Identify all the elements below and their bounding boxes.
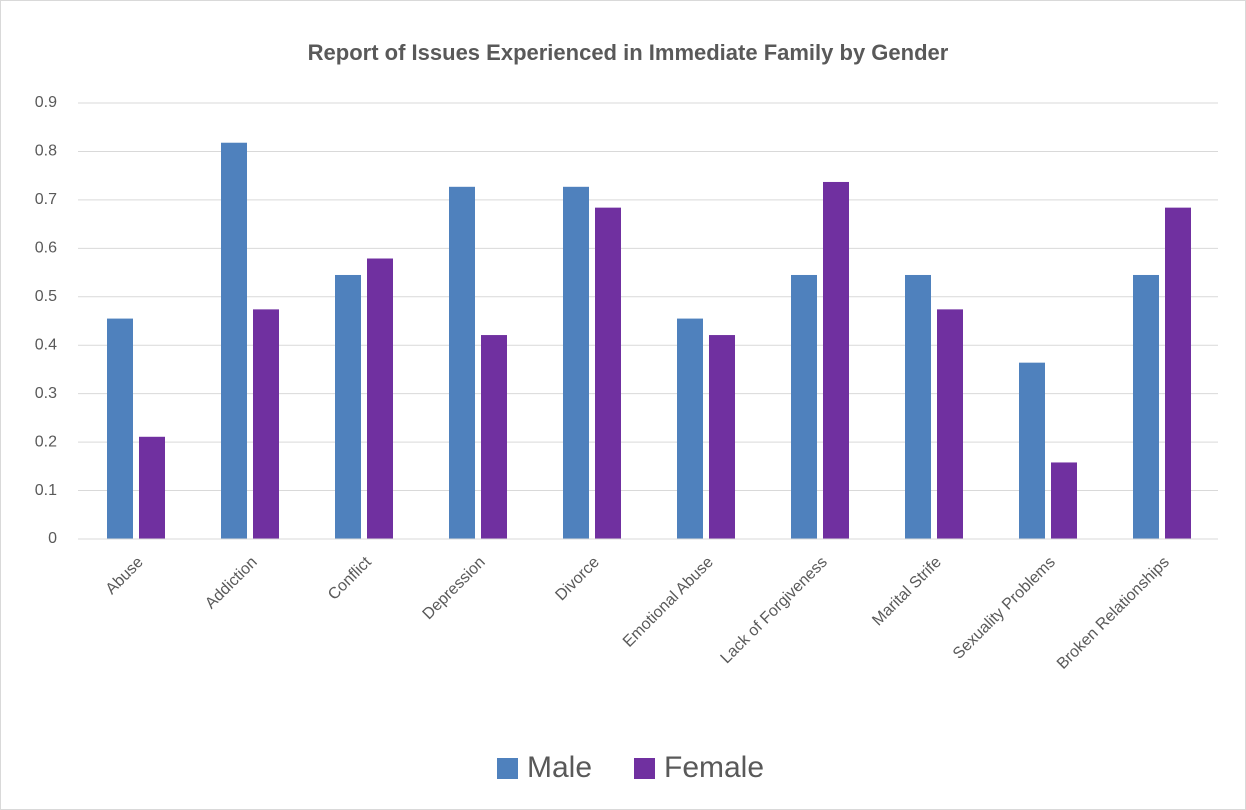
- bar: [449, 186, 475, 539]
- bar: [107, 318, 133, 539]
- y-tick-label: 0.8: [35, 143, 57, 160]
- legend-label: Male: [527, 751, 592, 784]
- y-tick-label: 0.4: [35, 336, 57, 353]
- bar: [139, 436, 165, 539]
- bar: [335, 274, 361, 539]
- bar: [709, 335, 735, 539]
- y-tick-label: 0.9: [35, 94, 57, 111]
- legend-swatch: [634, 758, 655, 779]
- y-tick-label: 0: [48, 530, 57, 547]
- y-tick-label: 0.6: [35, 240, 57, 257]
- bar: [253, 309, 279, 539]
- bar: [481, 335, 507, 539]
- bar: [563, 186, 589, 539]
- bar: [937, 309, 963, 539]
- bar: [221, 142, 247, 540]
- chart-title: Report of Issues Experienced in Immediat…: [308, 40, 949, 65]
- bar: [1051, 462, 1077, 539]
- legend-swatch: [497, 758, 518, 779]
- bar: [1165, 207, 1191, 539]
- y-tick-label: 0.3: [35, 385, 57, 402]
- y-tick-label: 0.2: [35, 433, 57, 450]
- legend-label: Female: [664, 751, 764, 784]
- bar: [595, 207, 621, 539]
- y-tick-label: 0.5: [35, 288, 57, 305]
- y-tick-label: 0.7: [35, 191, 57, 208]
- bar: [1019, 362, 1045, 539]
- bar: [677, 318, 703, 539]
- bar: [1133, 274, 1159, 539]
- y-tick-label: 0.1: [35, 482, 57, 499]
- bar: [791, 274, 817, 539]
- bar: [367, 258, 393, 539]
- bar: [905, 274, 931, 539]
- bar: [823, 181, 849, 539]
